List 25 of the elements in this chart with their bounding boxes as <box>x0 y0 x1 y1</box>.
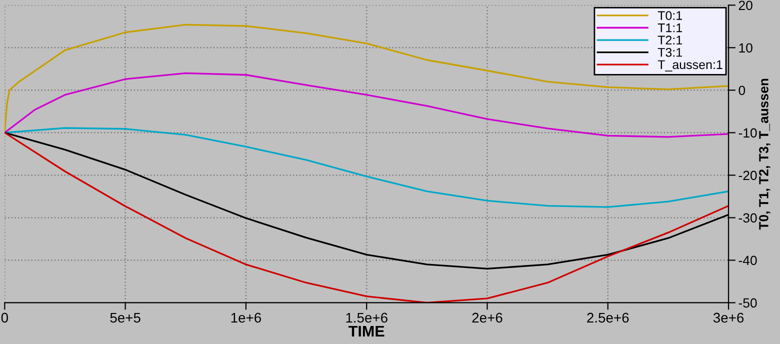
line-series <box>4 72 729 138</box>
y-tick-label: 20 <box>738 0 752 10</box>
x-tick-label: 2e+6 <box>472 312 502 323</box>
line-series <box>4 127 729 208</box>
x-tick-label: 1.5e+6 <box>346 312 388 323</box>
x-tick-label: 0 <box>1 312 8 323</box>
x-tick-label: 1e+6 <box>231 312 261 323</box>
x-axis-title: TIME <box>348 326 384 336</box>
y-tick-label: -10 <box>738 128 757 138</box>
legend-label: T3:1 <box>658 48 682 57</box>
y-tick-label: -20 <box>738 170 757 180</box>
x-tick-label: 2.5e+6 <box>587 312 629 323</box>
legend-label: T_aussen:1 <box>658 60 722 72</box>
y-tick-label: 0 <box>738 86 746 96</box>
x-tick-label: 5e+5 <box>110 312 140 323</box>
legend-label: T0:1 <box>658 11 682 20</box>
y-tick-label: 10 <box>739 43 752 53</box>
y-tick-label: -50 <box>738 298 757 308</box>
y-tick-label: -30 <box>738 213 757 223</box>
x-tick-label: 3e+6 <box>713 312 744 323</box>
legend-label: T1:1 <box>658 24 682 32</box>
line-series <box>4 24 729 134</box>
y-axis-title: T0, T1, T2, T3, T_aussen <box>759 78 770 230</box>
legend-label: T2:1 <box>658 36 682 44</box>
y-tick-label: -40 <box>738 256 757 266</box>
